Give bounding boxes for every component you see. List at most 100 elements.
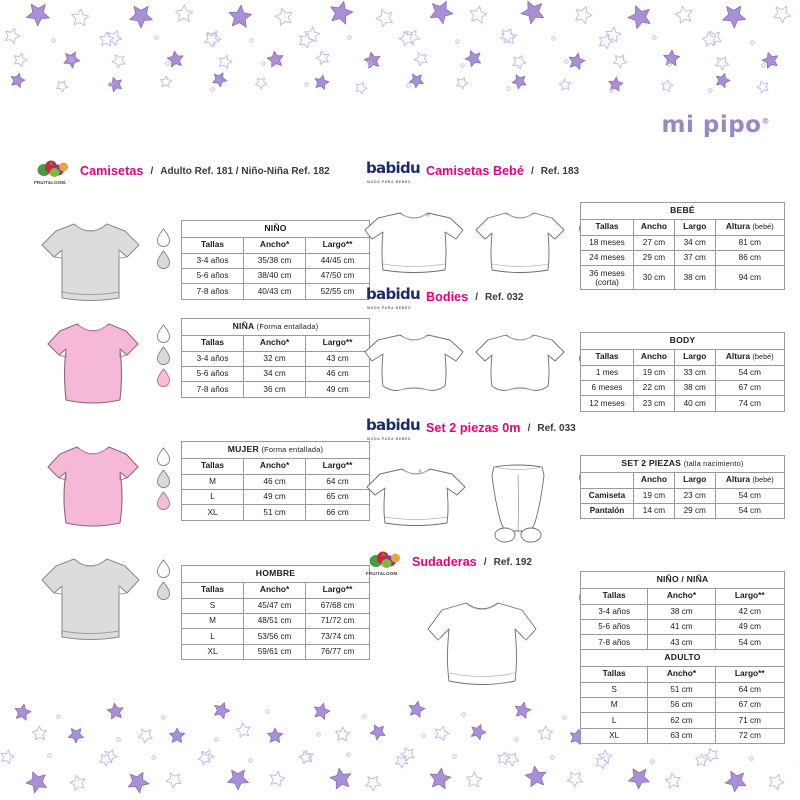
table-cell: 37 cm	[673, 249, 716, 267]
decorative-star	[31, 725, 48, 742]
decorative-star	[0, 749, 15, 765]
decorative-dot	[108, 81, 113, 87]
table-row: M 46 cm 64 cm	[180, 473, 370, 490]
decorative-star	[627, 4, 653, 30]
column-header: Largo**	[714, 587, 786, 605]
product-block-hombre: HOMBRE Tallas Ancho* Largo** S 45/47 cm 67/68 …	[34, 545, 370, 665]
table-cell: 41 cm	[647, 618, 716, 636]
separator: /	[527, 422, 531, 434]
table-title-row: BEBÉ	[580, 202, 785, 220]
table-cell: 35/38 cm	[243, 252, 307, 269]
decorative-dot	[346, 752, 351, 757]
decorative-star	[217, 54, 233, 70]
table-cell: 22 cm	[633, 379, 675, 397]
table-row: XL 59/61 cm 76/77 cm	[180, 643, 370, 661]
decorative-star	[573, 5, 593, 25]
column-header: Tallas	[579, 218, 635, 236]
decorative-dot	[564, 59, 569, 65]
decorative-star	[465, 771, 483, 789]
product-block-sudaderas: NIÑO / NIÑA Tallas Ancho* Largo** 3-4 años 38…	[366, 571, 786, 745]
decorative-star	[394, 754, 409, 769]
table-cell: XL	[579, 727, 649, 745]
column-header: Largo	[673, 218, 716, 236]
table-cell: M	[579, 696, 649, 714]
fruit-logo-text: FRUIT&LOOM.	[34, 180, 67, 185]
decorative-dot	[760, 63, 766, 68]
decorative-star	[398, 30, 415, 47]
decorative-star	[111, 53, 127, 69]
table-row: 7-8 años 36 cm 49 cm	[180, 381, 370, 398]
decorative-dot	[303, 82, 309, 87]
table-title-row: NIÑO / NIÑA	[580, 571, 785, 589]
swatch-drop-grey	[156, 346, 171, 365]
table-cell: 42 cm	[714, 603, 786, 620]
column-header: Largo	[673, 471, 716, 489]
decorative-dot	[455, 39, 460, 44]
fruit-of-the-loom-logo: FRUIT&LOOM.	[366, 549, 406, 576]
decorative-star	[524, 765, 548, 789]
decorative-dot	[154, 35, 159, 40]
decorative-dot	[667, 62, 672, 67]
table-cell: XL	[180, 643, 245, 661]
table-subtitle: (talla nacimiento)	[683, 459, 744, 468]
swatch-drop-grey	[156, 469, 171, 488]
column-header: Tallas	[180, 457, 245, 475]
table-row: Pantalón 14 cm 29 cm 54 cm	[579, 502, 786, 520]
table-cell: 40 cm	[673, 395, 716, 412]
sweatshirt-illustration	[424, 593, 540, 697]
decorative-star	[328, 0, 354, 26]
table-cell: 43 cm	[305, 350, 370, 367]
decorative-star	[312, 702, 331, 721]
decorative-star	[597, 33, 614, 50]
table-cell: 23 cm	[633, 395, 675, 412]
swatch-drop-pink	[156, 491, 171, 510]
product-block-nino: NIÑO Tallas Ancho* Largo** 3-4 años 35/38 cm 4…	[34, 184, 370, 302]
decorative-star	[98, 752, 113, 767]
column-header: Largo	[673, 348, 716, 366]
tshirt-man-illustration	[38, 553, 143, 648]
decorative-star	[607, 76, 624, 93]
table-header-row: Tallas Ancho* Largo**	[579, 665, 786, 683]
decorative-star	[567, 52, 586, 71]
babidu-logo: babidu MODA PARA BEBES	[366, 159, 421, 184]
size-table-hombre: HOMBRE Tallas Ancho* Largo** S 45/47 cm 67/68 …	[180, 565, 370, 661]
right-column: babidu MODA PARA BEBES Camisetas Bebé / …	[364, 158, 786, 745]
column-header: Altura (bebé)	[714, 218, 786, 236]
decorative-star	[714, 55, 730, 71]
decorative-star	[268, 770, 286, 788]
babidu-logo: babidu MODA PARA BEBES	[366, 416, 421, 441]
table-header-row: Tallas Ancho Largo Altura (bebé)	[579, 348, 786, 366]
swatch-drop-white	[156, 447, 171, 466]
size-table-set2piezas: SET 2 PIEZAS (talla nacimiento) Ancho Larg…	[579, 455, 786, 520]
decorative-dot	[459, 63, 465, 68]
column-header: Tallas	[579, 665, 649, 683]
decorative-star	[25, 1, 51, 27]
separator: /	[475, 291, 479, 303]
table-row: 5-6 años 38/40 cm 47/50 cm	[180, 267, 370, 285]
section-header-set2piezas: babidu MODA PARA BEBES Set 2 piezas 0m /…	[366, 415, 786, 441]
table-cell: 45/47 cm	[243, 597, 307, 614]
decorative-star	[313, 74, 330, 91]
star-border-top	[0, 0, 800, 110]
table-cell: 64 cm	[714, 681, 786, 698]
section-title: Sudaderas	[412, 555, 477, 569]
table-cell: 62 cm	[647, 712, 716, 729]
table-title-row: NIÑO	[181, 220, 370, 238]
decorative-star	[511, 73, 528, 90]
table-header-row: Ancho Largo Altura (bebé)	[579, 471, 786, 489]
decorative-star	[303, 26, 321, 44]
table-cell: 7-8 años	[579, 634, 649, 651]
decorative-dot	[248, 758, 253, 763]
table-cell: L	[180, 628, 245, 645]
table-cell: 86 cm	[714, 249, 786, 267]
set-top-illustration	[364, 461, 468, 533]
table-row: 18 meses 27 cm 34 cm 81 cm	[579, 234, 786, 251]
table-cell: 71/72 cm	[305, 612, 370, 630]
table-cell: 40/43 cm	[243, 283, 307, 300]
decorative-star	[500, 28, 518, 46]
decorative-star	[204, 29, 222, 47]
table-header-row: Tallas Ancho* Largo**	[579, 587, 786, 605]
table-row: 5-6 años 41 cm 49 cm	[579, 618, 786, 636]
body-shortsleeve-illustration	[470, 328, 570, 406]
decorative-star	[594, 755, 609, 770]
